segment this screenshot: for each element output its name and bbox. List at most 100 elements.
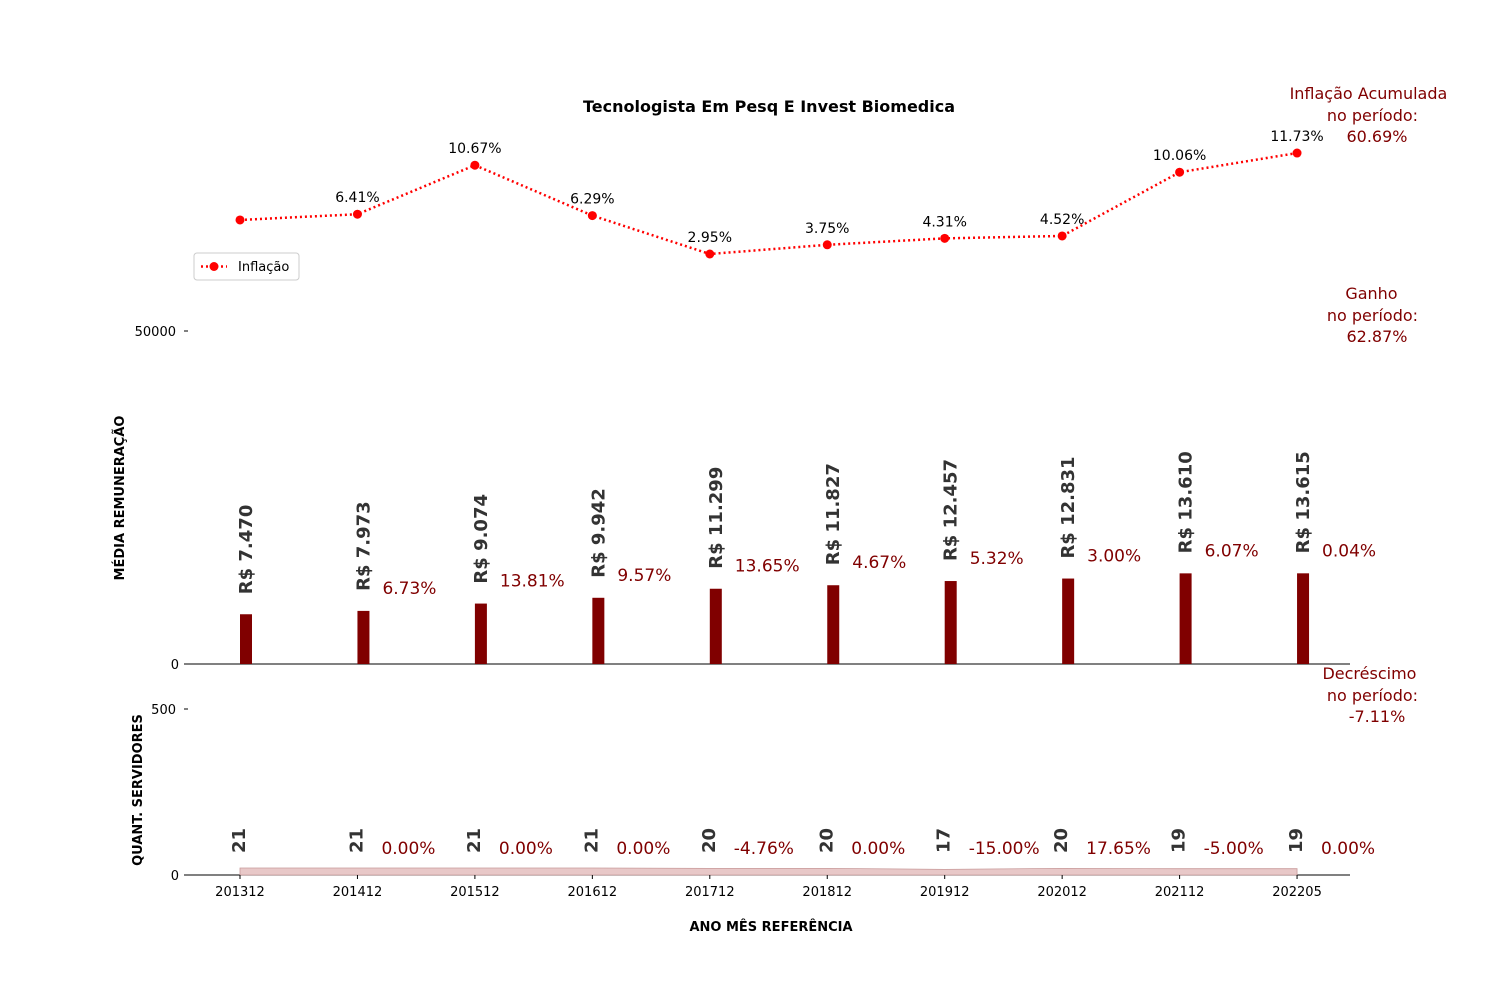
servers-value-label: 21 bbox=[229, 828, 250, 853]
remuneration-bar bbox=[357, 610, 370, 664]
legend-box bbox=[193, 252, 300, 281]
remuneration-change-label: 3.00% bbox=[1087, 547, 1141, 567]
remuneration-tick-50000: 50000 bbox=[135, 325, 176, 340]
inflation-accumulated-annotation: Inflação Acumulada no período: 60.69% bbox=[1290, 84, 1453, 146]
inflation-data-label: 4.31% bbox=[922, 214, 966, 230]
remuneration-change-label: 5.32% bbox=[970, 549, 1024, 569]
remuneration-bar bbox=[240, 614, 252, 664]
gain-line-1: Ganho bbox=[1345, 284, 1397, 303]
inflation-point bbox=[1175, 167, 1185, 177]
remuneration-axes: 0 50000 MÉDIA REMUNERAÇÃO bbox=[112, 325, 1350, 673]
x-tick-label: 201412 bbox=[333, 885, 383, 900]
remuneration-value-label: R$ 11.827 bbox=[823, 463, 844, 565]
remuneration-bar bbox=[1062, 578, 1075, 664]
legend: Inflação bbox=[193, 252, 300, 281]
servers-value-label: 19 bbox=[1169, 828, 1190, 853]
decrease-line-1: Decréscimo bbox=[1322, 664, 1416, 683]
x-tick-label: 201912 bbox=[920, 885, 970, 900]
remuneration-value-label: R$ 9.074 bbox=[471, 494, 492, 584]
servers-tick-500: 500 bbox=[151, 703, 176, 718]
inflation-point bbox=[587, 211, 597, 221]
decrease-annotation: Decréscimo no período: -7.11% bbox=[1322, 664, 1423, 726]
inflation-point bbox=[470, 160, 480, 170]
remuneration-change-label: 13.81% bbox=[500, 572, 565, 592]
x-tick-label: 202205 bbox=[1272, 885, 1322, 900]
inflation-data-label: 4.52% bbox=[1040, 212, 1084, 228]
gain-line-3: 62.87% bbox=[1346, 327, 1407, 346]
remuneration-value-label: R$ 13.615 bbox=[1293, 451, 1314, 553]
inflation-layer: 6.41% 10.67% 6.29% 2.95% 3.75% 4.31% 4.52% 10.0… bbox=[235, 129, 1324, 259]
inflation-point bbox=[235, 215, 245, 225]
remuneration-change-label: 6.73% bbox=[382, 579, 436, 599]
inflation-series-line bbox=[239, 151, 1298, 256]
gain-annotation: Ganho no período: 62.87% bbox=[1327, 284, 1423, 346]
x-tick-label: 201312 bbox=[215, 885, 265, 900]
servers-value-label: 20 bbox=[1051, 828, 1072, 853]
remuneration-change-label: 9.57% bbox=[617, 566, 671, 586]
remuneration-layer: R$ 7.470 R$ 7.973 6.73% R$ 9.074 13.81% R$ 9.… bbox=[236, 451, 1376, 664]
remuneration-value-label: R$ 11.299 bbox=[706, 467, 727, 569]
inflation-data-label: 10.67% bbox=[448, 141, 501, 157]
servers-change-label: -15.00% bbox=[969, 839, 1040, 859]
inflation-data-label: 6.29% bbox=[570, 192, 614, 208]
remuneration-value-label: R$ 12.457 bbox=[941, 459, 962, 561]
inflation-point bbox=[1057, 231, 1067, 241]
remuneration-change-label: 4.67% bbox=[852, 553, 906, 573]
x-tick-label: 202112 bbox=[1155, 885, 1205, 900]
remuneration-bar bbox=[1179, 573, 1192, 664]
legend-marker bbox=[209, 262, 219, 271]
servers-value-label: 20 bbox=[699, 828, 720, 853]
remuneration-change-label: 6.07% bbox=[1205, 541, 1259, 561]
inflation-point bbox=[940, 233, 950, 243]
servers-value-label: 19 bbox=[1286, 828, 1307, 853]
x-tick-label: 202012 bbox=[1037, 885, 1087, 900]
remuneration-bar bbox=[1297, 573, 1310, 664]
remuneration-value-label: R$ 7.973 bbox=[353, 501, 374, 591]
inflation-accumulated-line-2: no período: bbox=[1327, 106, 1418, 125]
remuneration-bar bbox=[827, 585, 840, 664]
inflation-point bbox=[1292, 148, 1302, 158]
x-tick-label: 201512 bbox=[450, 885, 500, 900]
chart-title: Tecnologista Em Pesq E Invest Biomedica bbox=[583, 97, 955, 116]
inflation-data-label: 2.95% bbox=[688, 230, 732, 246]
x-tick-label: 201612 bbox=[568, 885, 618, 900]
decrease-line-3: -7.11% bbox=[1349, 707, 1406, 726]
remuneration-change-label: 0.04% bbox=[1322, 541, 1376, 561]
servers-change-label: 0.00% bbox=[851, 839, 905, 859]
inflation-point bbox=[705, 249, 715, 259]
servers-change-label: 0.00% bbox=[499, 839, 553, 859]
remuneration-value-label: R$ 9.942 bbox=[588, 488, 609, 578]
servers-value-label: 21 bbox=[464, 828, 485, 853]
remuneration-bar bbox=[709, 588, 722, 664]
inflation-point bbox=[352, 209, 362, 219]
remuneration-change-label: 13.65% bbox=[735, 557, 800, 577]
servers-layer: 21 21 0.00% 21 0.00% 21 0.00% 20 -4.76% 20 0.00% 17… bbox=[229, 828, 1375, 876]
remuneration-axis-title: MÉDIA REMUNERAÇÃO bbox=[112, 416, 128, 581]
servers-change-label: 0.00% bbox=[1321, 839, 1375, 859]
x-tick-label: 201812 bbox=[802, 885, 852, 900]
inflation-data-label: 6.41% bbox=[335, 190, 379, 206]
decrease-line-2: no período: bbox=[1327, 686, 1418, 705]
servers-change-label: 0.00% bbox=[616, 839, 670, 859]
x-axis-title: ANO MÊS REFERÊNCIA bbox=[689, 919, 852, 935]
remuneration-bar bbox=[592, 597, 605, 664]
remuneration-bar bbox=[474, 603, 487, 664]
servers-value-label: 21 bbox=[346, 828, 367, 853]
x-axis: 201312 201412 201512 201612 201712 201812 2019… bbox=[215, 875, 1322, 900]
remuneration-value-label: R$ 12.831 bbox=[1058, 456, 1079, 558]
servers-value-label: 20 bbox=[816, 828, 837, 853]
servers-value-label: 17 bbox=[934, 828, 955, 853]
servers-value-label: 21 bbox=[581, 828, 602, 853]
servers-change-label: 17.65% bbox=[1086, 839, 1151, 859]
inflation-point bbox=[822, 240, 832, 250]
servers-change-label: -5.00% bbox=[1204, 839, 1264, 859]
inflation-data-label: 10.06% bbox=[1153, 148, 1206, 164]
remuneration-value-label: R$ 13.610 bbox=[1176, 451, 1197, 553]
inflation-data-label: 3.75% bbox=[805, 221, 849, 237]
inflation-accumulated-line-1: Inflação Acumulada bbox=[1290, 84, 1448, 103]
remuneration-tick-0: 0 bbox=[171, 658, 179, 673]
remuneration-bar bbox=[944, 581, 957, 664]
x-tick-label: 201712 bbox=[685, 885, 735, 900]
